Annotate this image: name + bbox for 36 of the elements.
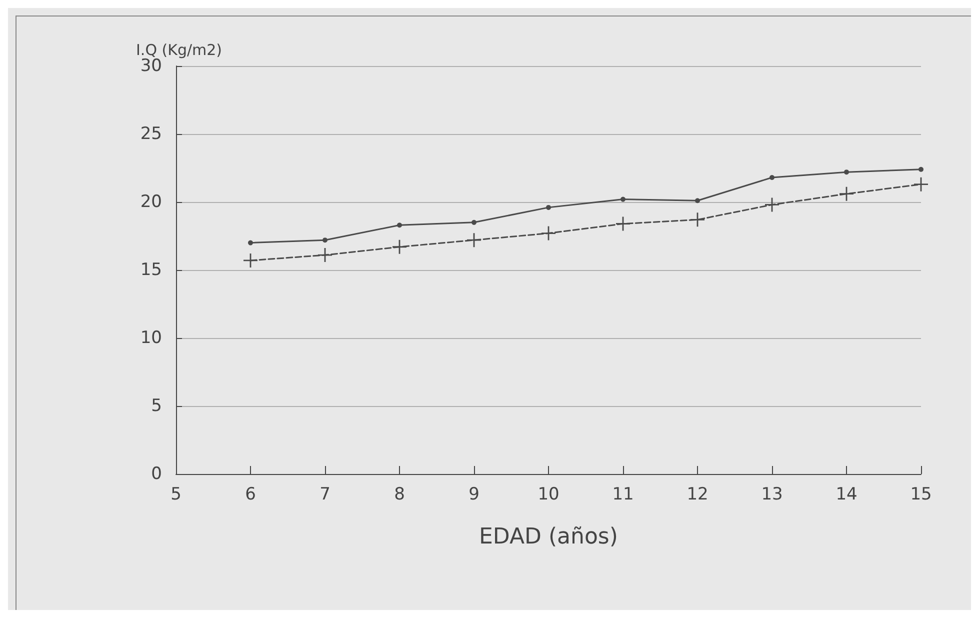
y-tick-label: 20 (140, 192, 162, 212)
point (914, 177, 928, 192)
y-tick-label: 10 (140, 328, 162, 348)
point (690, 212, 704, 227)
point (392, 240, 406, 254)
point (765, 198, 779, 212)
x-tick-label: 14 (836, 484, 858, 504)
point (844, 170, 849, 175)
point (397, 222, 402, 228)
point (616, 216, 630, 231)
y-tick-label: 0 (151, 464, 162, 484)
point (770, 175, 774, 180)
x-tick-label: 12 (686, 484, 708, 504)
x-tick-label: 15 (910, 484, 932, 504)
y-tick-label: 5 (151, 396, 162, 416)
x-tick-label: 9 (468, 484, 480, 504)
x-axis-title: EDAD (años) (479, 524, 618, 550)
point (695, 198, 700, 204)
x-tick-label: 6 (245, 484, 256, 504)
point (840, 186, 854, 201)
y-tick-label: 15 (140, 260, 162, 280)
point (248, 240, 253, 246)
x-tick-label: 5 (170, 484, 182, 504)
x-tick-label: 11 (612, 484, 634, 504)
point (546, 204, 551, 210)
point (918, 166, 924, 172)
point (472, 220, 476, 225)
y-tick-label: 25 (140, 124, 162, 144)
x-tick-label: 8 (394, 484, 405, 504)
x-tick-label: 13 (761, 484, 783, 504)
x-tick-label: 7 (320, 484, 330, 504)
point (467, 233, 481, 248)
point (620, 196, 626, 202)
point (322, 238, 328, 243)
x-tick-label: 10 (538, 484, 560, 504)
point (542, 226, 556, 240)
